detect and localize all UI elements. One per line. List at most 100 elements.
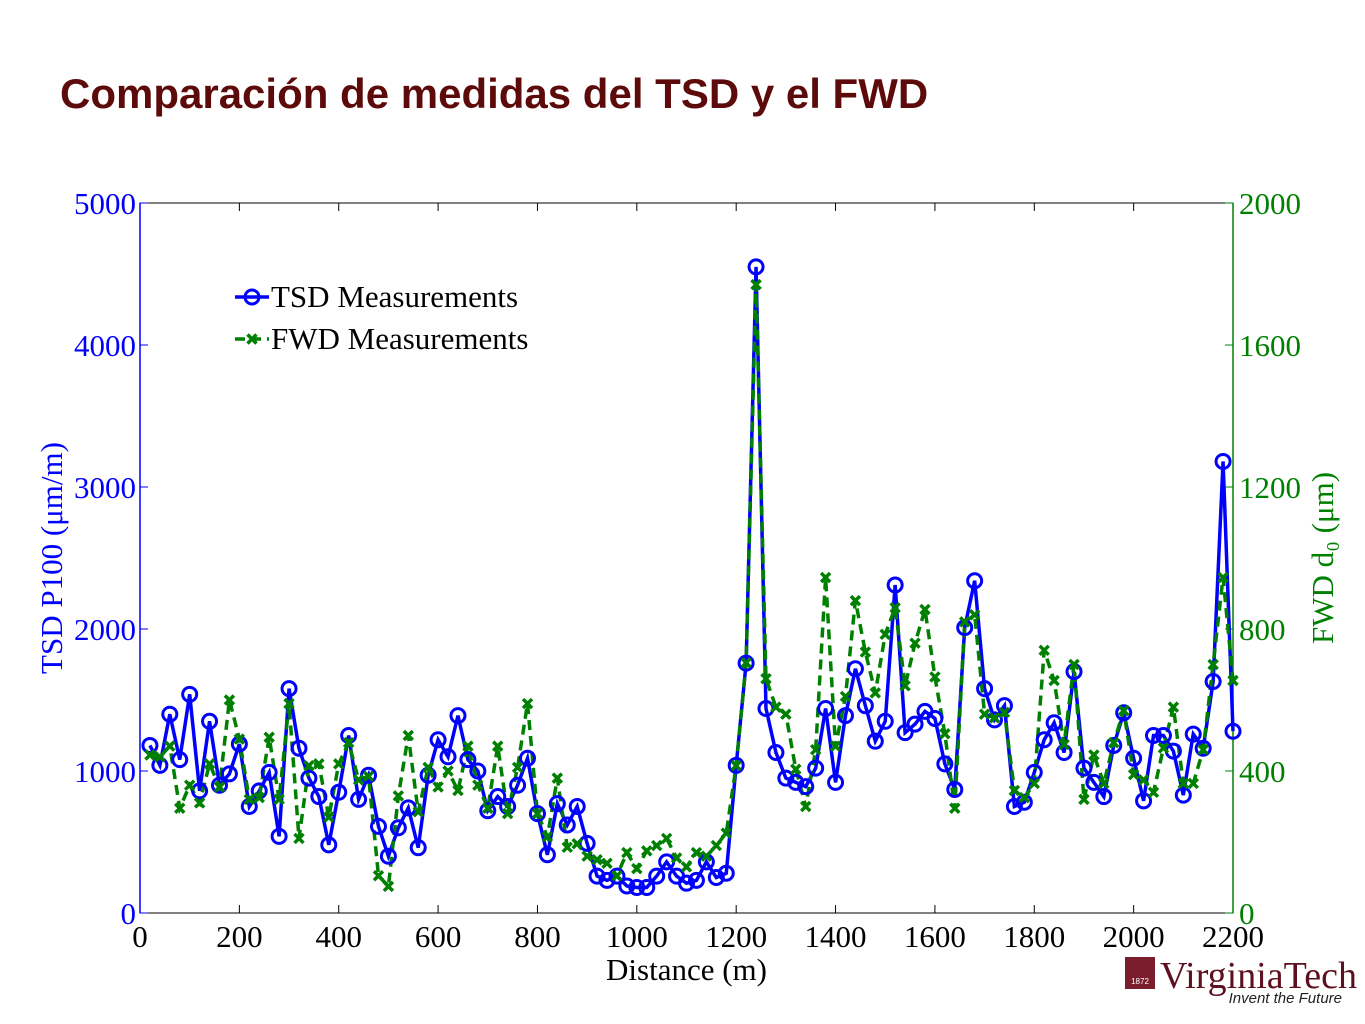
x-tick-label: 1000 xyxy=(606,919,668,954)
data-point xyxy=(154,751,166,763)
data-point xyxy=(442,765,454,777)
data-point xyxy=(1184,725,1202,743)
y2-tick-label: 800 xyxy=(1239,612,1286,647)
data-point xyxy=(220,765,238,783)
data-point xyxy=(201,712,219,730)
data-point xyxy=(750,278,762,291)
data-point xyxy=(836,707,854,725)
data-point xyxy=(1137,774,1150,786)
data-point xyxy=(362,770,375,783)
data-point xyxy=(650,839,663,852)
data-point xyxy=(926,709,944,727)
data-point xyxy=(372,869,385,882)
data-point xyxy=(342,736,355,749)
series-line xyxy=(148,266,1235,890)
data-point xyxy=(648,867,666,885)
data-point xyxy=(1035,731,1053,749)
data-point xyxy=(906,715,924,733)
data-point xyxy=(978,708,991,720)
data-point xyxy=(323,811,335,823)
x-tick-label: 2200 xyxy=(1202,919,1264,954)
data-point xyxy=(290,739,308,757)
data-point xyxy=(482,802,494,815)
data-point xyxy=(780,708,792,720)
data-point xyxy=(439,748,457,766)
data-point xyxy=(280,680,298,698)
data-point xyxy=(213,781,226,793)
data-point xyxy=(896,724,914,742)
data-point xyxy=(608,867,626,885)
data-point xyxy=(846,660,864,678)
data-point xyxy=(929,671,941,683)
data-point xyxy=(638,878,656,896)
data-point xyxy=(243,793,256,806)
data-point xyxy=(260,763,278,781)
data-point xyxy=(1207,658,1219,671)
data-point xyxy=(680,861,693,873)
data-point xyxy=(740,656,752,669)
data-point xyxy=(707,869,725,886)
data-point xyxy=(1058,738,1070,751)
data-point xyxy=(988,712,1001,724)
data-point xyxy=(1005,798,1023,815)
x-tick-label: 0 xyxy=(132,919,148,954)
data-point xyxy=(253,791,265,804)
data-point xyxy=(1224,722,1242,740)
data-point xyxy=(1135,792,1153,810)
data-point xyxy=(511,761,524,774)
data-point xyxy=(839,690,852,703)
data-point xyxy=(760,672,772,685)
data-point xyxy=(690,846,703,859)
data-point xyxy=(819,571,832,584)
data-point xyxy=(1008,784,1021,797)
y-axis-label: TSD P100 (μm/m) xyxy=(34,442,69,674)
data-point xyxy=(1108,736,1120,749)
data-point xyxy=(876,712,894,730)
x-tick-label: 200 xyxy=(216,919,263,954)
x-tick-label: 600 xyxy=(415,919,462,954)
data-point xyxy=(541,830,554,843)
data-point xyxy=(449,707,467,725)
y-tick-label: 4000 xyxy=(74,328,136,363)
data-point xyxy=(1045,714,1063,732)
data-point xyxy=(1227,674,1239,687)
data-point xyxy=(1068,658,1080,671)
data-point xyxy=(849,594,862,607)
data-point xyxy=(737,654,755,672)
data-point xyxy=(986,711,1004,729)
x-tick-label: 1400 xyxy=(805,919,867,954)
x-tick-label: 1800 xyxy=(1003,919,1065,954)
data-point xyxy=(509,776,527,794)
data-point xyxy=(273,793,285,806)
data-point xyxy=(717,864,735,882)
data-point xyxy=(879,628,891,641)
data-point xyxy=(958,616,971,628)
data-point xyxy=(886,576,904,594)
data-point xyxy=(670,852,683,864)
data-point xyxy=(1154,727,1172,744)
x-axis-label: Distance (m) xyxy=(606,952,767,987)
data-point xyxy=(611,869,623,882)
data-point xyxy=(1157,742,1170,754)
y2-tick-label: 0 xyxy=(1239,896,1255,931)
data-point xyxy=(919,603,931,616)
data-point xyxy=(233,733,246,745)
data-point xyxy=(469,762,487,780)
data-point xyxy=(1145,727,1163,744)
y2-tick-label: 1200 xyxy=(1239,470,1301,505)
y2-tick-label: 2000 xyxy=(1239,186,1301,221)
data-point xyxy=(472,779,484,791)
data-point xyxy=(601,857,613,870)
data-point xyxy=(628,878,646,896)
data-point xyxy=(797,778,815,796)
legend-marker xyxy=(243,288,261,306)
data-point xyxy=(829,740,842,752)
chart-title: Comparación de medidas del TSD y el FWD xyxy=(60,70,928,117)
y-tick-label: 0 xyxy=(121,896,137,931)
data-point xyxy=(1217,571,1229,584)
data-point xyxy=(548,795,566,813)
data-point xyxy=(210,776,228,794)
data-point xyxy=(270,827,288,845)
data-point xyxy=(164,740,176,752)
